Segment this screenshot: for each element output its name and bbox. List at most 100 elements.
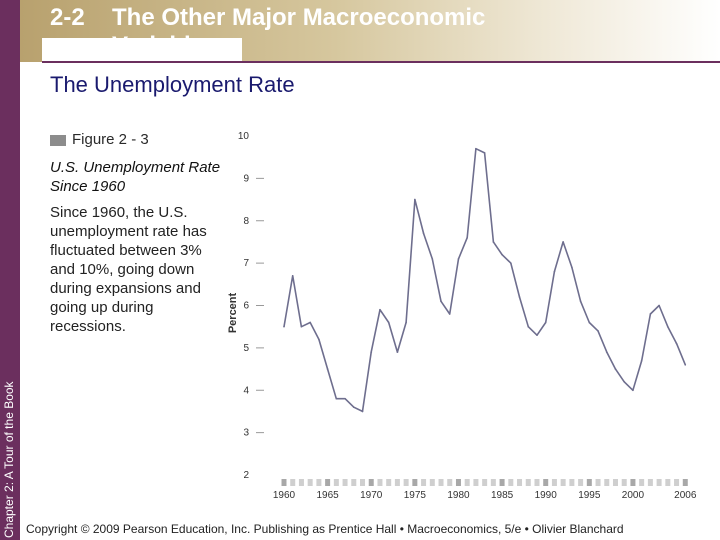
x-tick-mark <box>560 479 566 486</box>
data-point <box>649 313 652 315</box>
x-tick-mark <box>482 479 488 486</box>
x-tick-mark <box>674 479 680 486</box>
data-point <box>658 304 660 307</box>
figure-marker-icon <box>50 134 66 146</box>
x-tick-mark <box>656 479 662 486</box>
figure-description: Since 1960, the U.S. unemployment rate h… <box>50 204 207 335</box>
x-tick-label: 1985 <box>491 490 514 501</box>
figure-title: U.S. Unemployment Rate Since 1960 <box>50 159 221 195</box>
header-rule <box>42 61 720 63</box>
data-point <box>614 368 617 370</box>
x-tick-mark <box>595 479 601 486</box>
side-bar <box>0 0 20 540</box>
data-point <box>309 321 311 324</box>
x-tick-mark <box>447 479 453 486</box>
x-tick-mark <box>508 479 514 486</box>
x-tick-mark <box>438 479 444 486</box>
data-point <box>571 266 573 269</box>
data-point <box>579 300 582 303</box>
data-point <box>623 380 626 383</box>
data-point <box>553 270 556 273</box>
x-tick-mark <box>429 479 435 486</box>
slide-number: 2-2 <box>50 4 85 31</box>
x-tick-mark <box>682 479 688 486</box>
x-tick-label: 1975 <box>404 490 427 501</box>
data-point <box>352 406 355 409</box>
data-point <box>318 338 320 341</box>
y-tick-label: 2 <box>243 470 249 481</box>
data-point <box>632 389 634 392</box>
data-point <box>640 359 643 362</box>
x-tick-mark <box>551 479 557 486</box>
title-line-2: Variables <box>112 32 218 59</box>
y-tick-label: 4 <box>243 385 249 396</box>
data-point <box>562 241 564 243</box>
data-point <box>326 368 329 370</box>
x-tick-label: 1995 <box>578 490 601 501</box>
x-tick-mark <box>586 479 592 486</box>
x-tick-mark <box>578 479 584 486</box>
x-tick-mark <box>333 479 339 486</box>
x-tick-mark <box>647 479 653 486</box>
data-point <box>597 330 599 332</box>
x-tick-mark <box>621 479 627 486</box>
y-tick-label: 9 <box>243 173 249 184</box>
y-tick-label: 10 <box>238 131 250 142</box>
data-point <box>370 351 373 353</box>
x-tick-mark <box>612 479 618 486</box>
x-tick-mark <box>665 479 671 486</box>
data-point <box>405 321 407 324</box>
x-tick-mark <box>517 479 523 486</box>
x-tick-label: 1980 <box>447 490 470 501</box>
x-tick-mark <box>386 479 392 486</box>
title-line-1: The Other Major Macroeconomic <box>112 4 486 31</box>
x-tick-mark <box>290 479 296 486</box>
x-tick-mark <box>639 479 645 486</box>
y-tick-label: 6 <box>243 301 249 312</box>
data-point <box>448 313 451 315</box>
data-point <box>361 410 364 413</box>
data-point <box>527 325 530 328</box>
data-point <box>501 253 503 256</box>
x-tick-mark <box>307 479 313 486</box>
x-tick-mark <box>490 479 496 486</box>
x-tick-mark <box>525 479 531 486</box>
data-point <box>510 262 512 264</box>
data-point <box>544 321 547 324</box>
y-tick-label: 3 <box>243 428 249 439</box>
data-point <box>605 351 608 353</box>
x-tick-mark <box>543 479 549 486</box>
x-tick-mark <box>412 479 418 486</box>
x-tick-mark <box>499 479 505 486</box>
data-point <box>457 258 460 260</box>
y-axis-title: Percent <box>227 292 239 333</box>
data-point <box>291 275 294 277</box>
x-tick-mark <box>351 479 357 486</box>
x-tick-mark <box>630 479 636 486</box>
data-point <box>414 198 416 201</box>
x-tick-mark <box>281 479 287 486</box>
data-point <box>518 296 521 298</box>
data-point <box>335 397 338 400</box>
y-tick-label: 5 <box>243 343 249 354</box>
data-point <box>344 397 346 400</box>
data-point <box>675 342 678 345</box>
x-tick-label: 2006 <box>674 490 697 501</box>
x-tick-mark <box>316 479 322 486</box>
x-tick-mark <box>325 479 331 486</box>
data-point <box>466 236 468 239</box>
x-tick-mark <box>604 479 610 486</box>
data-point <box>492 241 495 243</box>
unemployment-line <box>283 147 687 413</box>
data-point <box>483 152 486 154</box>
x-tick-mark <box>368 479 374 486</box>
y-tick-label: 7 <box>243 258 249 269</box>
x-tick-label: 1965 <box>316 490 339 501</box>
data-point <box>396 351 399 353</box>
x-tick-mark <box>421 479 427 486</box>
x-tick-label: 1970 <box>360 490 383 501</box>
slide-title: 2-2 The Other Major Macroeconomic Variabl… <box>50 4 485 60</box>
x-tick-mark <box>455 479 461 486</box>
x-tick-mark <box>342 479 348 486</box>
x-tick-label: 1990 <box>535 490 558 501</box>
